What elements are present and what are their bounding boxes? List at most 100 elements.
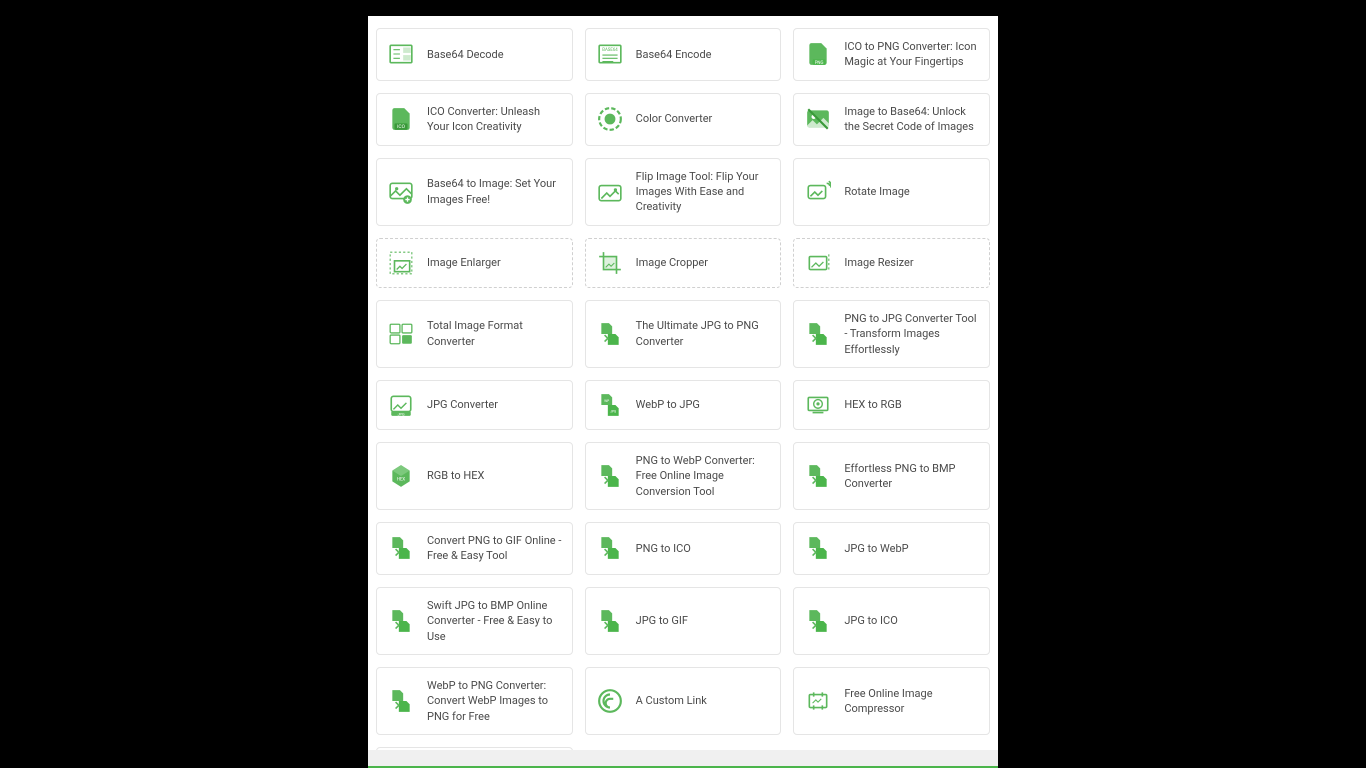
jpg-to-webp-icon (804, 534, 832, 562)
tool-label: ICO to PNG Converter: Icon Magic at Your… (844, 39, 979, 70)
tool-label: PNG to ICO (636, 541, 691, 556)
tool-jpg-to-png[interactable]: The Ultimate JPG to PNG Converter (585, 300, 782, 368)
tool-label: Effortless PNG to BMP Converter (844, 461, 979, 492)
webp-to-jpg-icon: WP JPG (596, 391, 624, 419)
tool-jpg-to-ico[interactable]: JPG to ICO (793, 587, 990, 655)
custom-link-icon (596, 687, 624, 715)
image-cropper-icon (596, 249, 624, 277)
tool-label: WebP to PNG Converter: Convert WebP Imag… (427, 678, 562, 724)
ico-converter-icon: ICO (387, 105, 415, 133)
rgb-to-hex-icon: HEX (387, 462, 415, 490)
format-converter-icon (387, 320, 415, 348)
tool-label: Image Cropper (636, 255, 708, 270)
base64-to-image-icon (387, 178, 415, 206)
base64-decode-icon (387, 40, 415, 68)
tool-image-resizer[interactable]: Image Resizer (793, 238, 990, 288)
tool-webp-to-png[interactable]: WebP to PNG Converter: Convert WebP Imag… (376, 667, 573, 735)
tool-label: PNG to JPG Converter Tool - Transform Im… (844, 311, 979, 357)
jpg-to-png-icon (596, 320, 624, 348)
main-panel: Base64 Decode BASE64 Base64 Encode PNG I… (368, 16, 998, 768)
image-resizer-icon (804, 249, 832, 277)
color-converter-icon (596, 105, 624, 133)
tool-label: Convert PNG to GIF Online - Free & Easy … (427, 533, 562, 564)
tool-label: Base64 Decode (427, 47, 504, 62)
tool-jpg-to-webp[interactable]: JPG to WebP (793, 522, 990, 575)
tool-jpg-to-gif[interactable]: JPG to GIF (585, 587, 782, 655)
tool-label: JPG to GIF (636, 613, 688, 628)
tool-base64-decode[interactable]: Base64 Decode (376, 28, 573, 81)
tool-label: Image Enlarger (427, 255, 501, 270)
svg-text:PNG: PNG (815, 61, 824, 66)
tool-png-to-bmp[interactable]: Effortless PNG to BMP Converter (793, 442, 990, 510)
tool-base64-encode[interactable]: BASE64 Base64 Encode (585, 28, 782, 81)
tools-grid: Base64 Decode BASE64 Base64 Encode PNG I… (368, 28, 998, 735)
hex-to-rgb-icon (804, 391, 832, 419)
tool-image-enlarger[interactable]: Image Enlarger (376, 238, 573, 288)
tool-label: Total Image Format Converter (427, 318, 562, 349)
tool-format-converter[interactable]: Total Image Format Converter (376, 300, 573, 368)
tool-ico-converter[interactable]: ICO ICO Converter: Unleash Your Icon Cre… (376, 93, 573, 146)
tool-label: Color Converter (636, 111, 713, 126)
tool-label: JPG to WebP (844, 541, 908, 556)
tool-base64-to-image[interactable]: Base64 to Image: Set Your Images Free! (376, 158, 573, 226)
png-to-bmp-icon (804, 462, 832, 490)
tool-rgb-to-hex[interactable]: HEX RGB to HEX (376, 442, 573, 510)
tool-custom-link[interactable]: A Custom Link (585, 667, 782, 735)
tool-label: Swift JPG to BMP Online Converter - Free… (427, 598, 562, 644)
png-to-webp-icon (596, 462, 624, 490)
tool-image-cropper[interactable]: Image Cropper (585, 238, 782, 288)
jpg-to-gif-icon (596, 607, 624, 635)
png-to-gif-icon (387, 534, 415, 562)
tool-png-to-jpg[interactable]: PNG to JPG Converter Tool - Transform Im… (793, 300, 990, 368)
ico-to-png-icon: PNG (804, 40, 832, 68)
tool-png-to-ico[interactable]: PNG to ICO (585, 522, 782, 575)
tool-label: Base64 Encode (636, 47, 712, 62)
flip-image-icon (596, 178, 624, 206)
tool-rotate-image[interactable]: Rotate Image (793, 158, 990, 226)
tool-hex-to-rgb[interactable]: HEX to RGB (793, 380, 990, 430)
tool-label: PNG to WebP Converter: Free Online Image… (636, 453, 771, 499)
tool-label: RGB to HEX (427, 468, 484, 483)
tool-png-to-webp[interactable]: PNG to WebP Converter: Free Online Image… (585, 442, 782, 510)
tool-flip-image[interactable]: Flip Image Tool: Flip Your Images With E… (585, 158, 782, 226)
tool-jpg-to-bmp[interactable]: Swift JPG to BMP Online Converter - Free… (376, 587, 573, 655)
tool-label: WebP to JPG (636, 397, 700, 412)
jpg-to-bmp-icon (387, 607, 415, 635)
tool-png-to-gif[interactable]: Convert PNG to GIF Online - Free & Easy … (376, 522, 573, 575)
svg-text:JPG: JPG (397, 411, 404, 416)
tool-label: HEX to RGB (844, 397, 901, 412)
tool-label: Image Resizer (844, 255, 913, 270)
tool-label: Image to Base64: Unlock the Secret Code … (844, 104, 979, 135)
tool-label: Rotate Image (844, 184, 909, 199)
tool-label: Free Online Image Compressor (844, 686, 979, 717)
svg-text:BASE64: BASE64 (602, 48, 618, 53)
rotate-image-icon (804, 178, 832, 206)
png-to-ico-icon (596, 534, 624, 562)
tool-ico-to-png[interactable]: PNG ICO to PNG Converter: Icon Magic at … (793, 28, 990, 81)
image-enlarger-icon (387, 249, 415, 277)
tool-label: JPG to ICO (844, 613, 897, 628)
webp-to-png-icon (387, 687, 415, 715)
tool-webp-to-jpg[interactable]: WP JPG WebP to JPG (585, 380, 782, 430)
tool-label: The Ultimate JPG to PNG Converter (636, 318, 771, 349)
base64-encode-icon: BASE64 (596, 40, 624, 68)
tool-label: ICO Converter: Unleash Your Icon Creativ… (427, 104, 562, 135)
jpg-converter-icon: JPG (387, 391, 415, 419)
image-compressor-icon (804, 687, 832, 715)
tool-jpg-converter[interactable]: JPG JPG Converter (376, 380, 573, 430)
tool-label: Base64 to Image: Set Your Images Free! (427, 176, 562, 207)
tool-color-converter[interactable]: Color Converter (585, 93, 782, 146)
tool-label: JPG Converter (427, 397, 498, 412)
tool-label: A Custom Link (636, 693, 707, 708)
footer-bar (368, 750, 998, 768)
svg-text:JPG: JPG (610, 409, 616, 413)
svg-text:HEX: HEX (397, 477, 406, 482)
tool-image-to-base64[interactable]: Image to Base64: Unlock the Secret Code … (793, 93, 990, 146)
tool-image-compressor[interactable]: Free Online Image Compressor (793, 667, 990, 735)
tool-label: Flip Image Tool: Flip Your Images With E… (636, 169, 771, 215)
png-to-jpg-icon (804, 320, 832, 348)
svg-text:ICO: ICO (397, 124, 405, 130)
svg-text:WP: WP (604, 399, 609, 403)
jpg-to-ico-icon (804, 607, 832, 635)
image-to-base64-icon (804, 105, 832, 133)
